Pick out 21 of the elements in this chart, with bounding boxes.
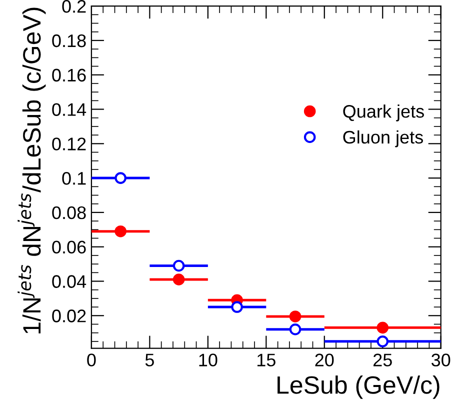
y-tick-label: 0.14: [52, 103, 86, 116]
y-tick-label: 0.12: [52, 138, 86, 150]
y-tick-label: 0.06: [52, 240, 86, 254]
y-tick-label: 0.04: [52, 275, 86, 288]
x-tick-label: 15: [257, 354, 276, 366]
x-tick-label: 30: [432, 354, 450, 366]
y-tick-label: 0.18: [52, 34, 86, 48]
y-tick-label: 0.2: [62, 0, 86, 13]
legend-label: Quark jets: [343, 104, 424, 122]
x-tick-label: 20: [315, 354, 334, 366]
x-axis-title: LeSub (GeV/c): [278, 376, 440, 399]
y-tick-label: 0.08: [52, 206, 86, 220]
y-tick-label: 0.1: [62, 172, 86, 185]
x-tick-label: 5: [145, 354, 154, 366]
y-axis-title: 1/N$^{jets}$ dN$^{jets}$/dLeSub (c/GeV): [18, 8, 46, 334]
x-tick-label: 0: [87, 354, 96, 366]
x-tick-label: 25: [373, 354, 392, 366]
y-tick-label: 0.16: [52, 68, 86, 82]
y-tick-label: 0.02: [52, 310, 86, 322]
x-tick-label: 10: [199, 354, 218, 366]
legend-label: Gluon jets: [343, 130, 423, 148]
